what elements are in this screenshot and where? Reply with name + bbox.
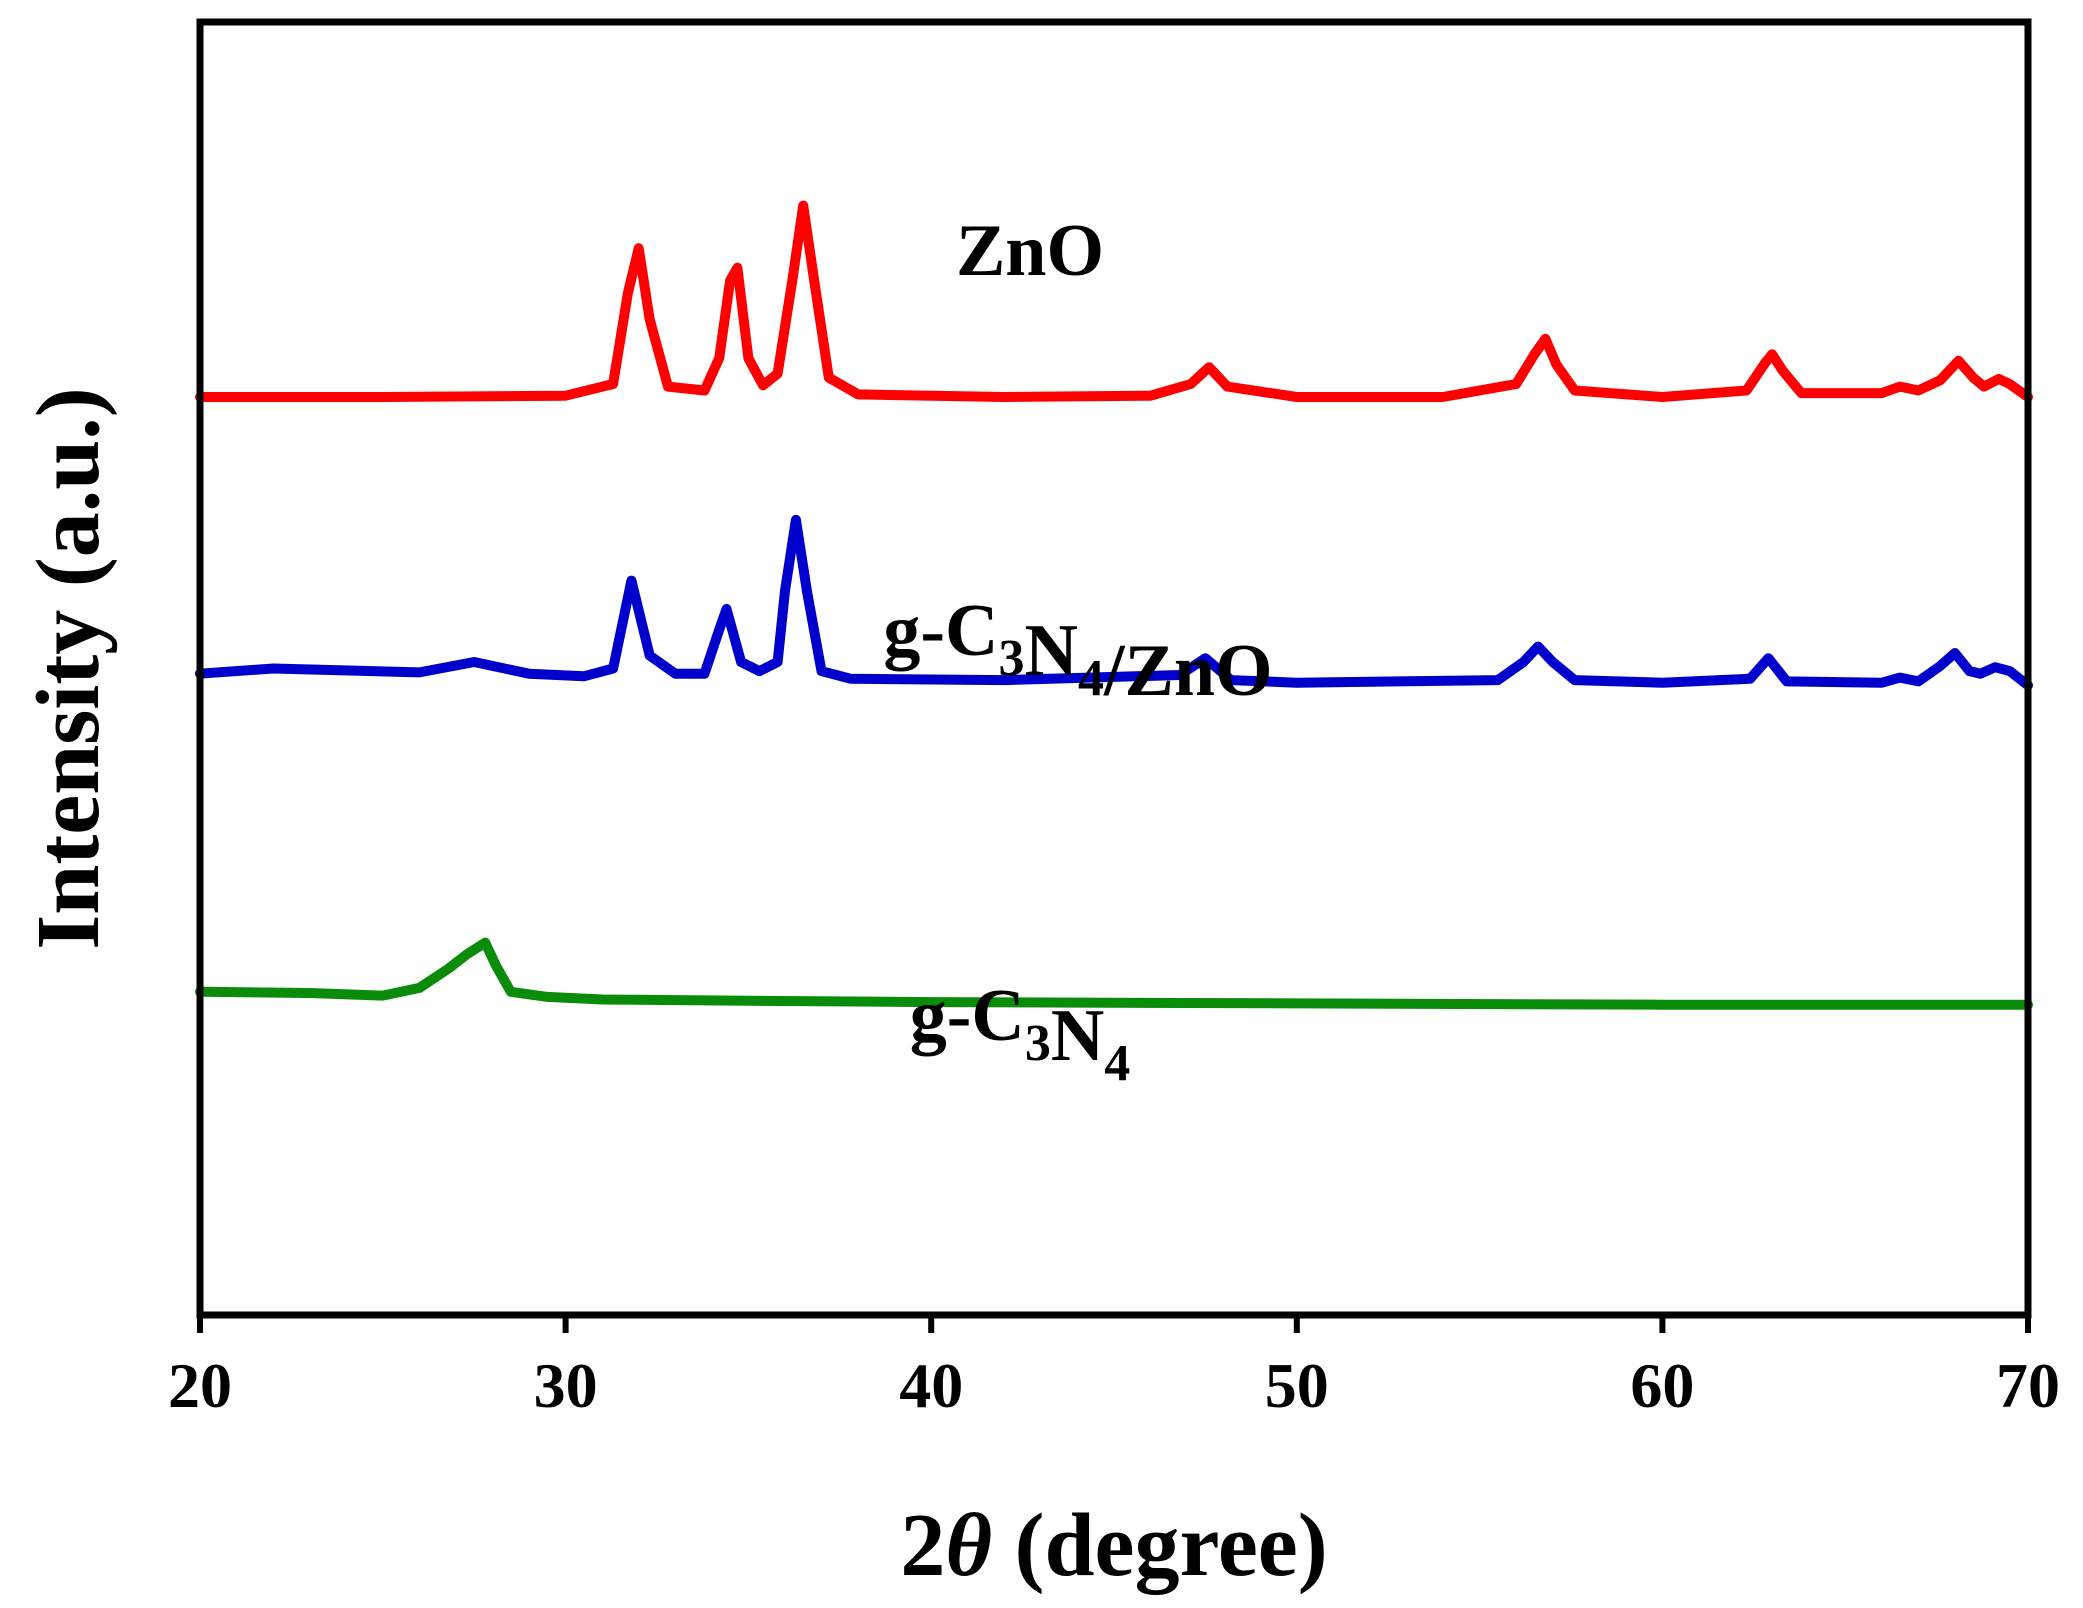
x-tick-label-40: 40 (899, 1350, 963, 1421)
x-tick-label-20: 20 (168, 1350, 232, 1421)
plot-frame (196, 18, 2032, 1319)
series-labels: ZnO g-C3N4/ZnO g-C3N4 (883, 210, 1272, 1092)
x-tick-label-30: 30 (534, 1350, 598, 1421)
series-label-1: g-C3N4/ZnO (883, 590, 1272, 712)
plot-area (195, 200, 2033, 1010)
series-line-2 (195, 937, 2033, 1010)
series-line-1 (195, 514, 2033, 691)
x-tick-label-70: 70 (1996, 1350, 2060, 1421)
series-line-0 (195, 200, 2033, 402)
x-tick-label-60: 60 (1630, 1350, 1694, 1421)
x-axis: 20 30 40 50 60 70 (168, 1315, 2060, 1421)
x-tick-label-50: 50 (1265, 1350, 1329, 1421)
x-axis-title: 2θ (degree) (900, 1496, 1327, 1595)
series-label-2: g-C3N4 (910, 975, 1131, 1092)
series-label-0: ZnO (956, 210, 1104, 292)
y-axis-title: Intensity (a.u.) (19, 387, 118, 950)
